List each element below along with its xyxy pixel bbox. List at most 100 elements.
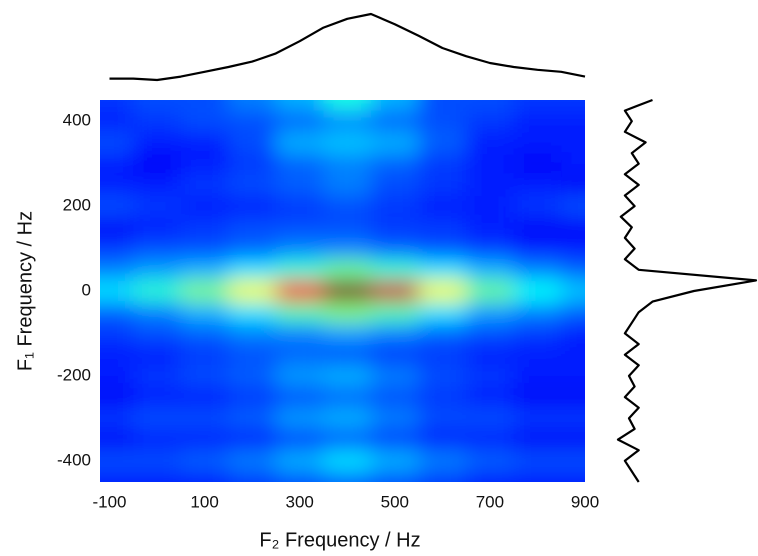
heatmap-cell [228, 100, 277, 112]
heatmap-cell [371, 153, 420, 175]
heatmap-cell [100, 153, 134, 175]
heatmap-cell [133, 195, 182, 218]
heatmap-cell [180, 110, 229, 133]
y-axis-label: F₁ Frequency / Hz [14, 211, 36, 371]
heatmap-cell [133, 344, 182, 366]
heatmap-cell [100, 100, 134, 112]
heatmap-cell [275, 428, 324, 451]
heatmap-cell [466, 280, 515, 303]
heatmap-cell [371, 100, 420, 112]
heatmap-cell [513, 386, 562, 409]
heatmap-cell [100, 216, 134, 239]
heatmap-cell [513, 195, 562, 218]
heatmap-cell [371, 237, 420, 260]
heatmap-cell [561, 195, 585, 218]
heatmap-cell [418, 407, 467, 430]
heatmap-cell [513, 471, 562, 482]
heatmap-cell [228, 386, 277, 409]
heatmap-cell [561, 174, 585, 196]
plot-area [100, 100, 585, 482]
heatmap-cell [180, 174, 229, 196]
heatmap-cell [228, 153, 277, 175]
heatmap-cell [323, 386, 372, 409]
heatmap-cell [561, 237, 585, 260]
heatmap-cell [275, 153, 324, 175]
heatmap-cell [513, 153, 562, 175]
heatmap-cell [466, 100, 515, 112]
heatmap-cell [418, 428, 467, 451]
heatmap-cell [466, 471, 515, 482]
heatmap-cell [418, 174, 467, 196]
heatmap-cell [561, 301, 585, 324]
heatmap-cell [100, 428, 134, 451]
heatmap-cell [275, 471, 324, 482]
heatmap-cell [466, 237, 515, 260]
heatmap-cell [275, 322, 324, 345]
heatmap-cell [513, 407, 562, 430]
heatmap-cell [180, 386, 229, 409]
x-tick-label: 500 [381, 492, 409, 511]
heatmap-cell [100, 450, 134, 472]
heatmap-cell [275, 344, 324, 366]
heatmap-cell [133, 100, 182, 112]
heatmap-cell [561, 322, 585, 345]
heatmap-cell [418, 344, 467, 366]
heatmap-cell [180, 216, 229, 239]
heatmap-cell [275, 365, 324, 387]
heatmap-cell [133, 259, 182, 281]
heatmap-cell [561, 450, 585, 472]
heatmap-cell [323, 237, 372, 260]
heatmap-cell [133, 365, 182, 387]
heatmap-cell [371, 365, 420, 387]
heatmap-cell [228, 237, 277, 260]
heatmap-cell [371, 450, 420, 472]
heatmap-cell [371, 216, 420, 239]
heatmap-cell [323, 471, 372, 482]
heatmap-cell [100, 237, 134, 260]
heatmap-cell [418, 153, 467, 175]
heatmap-cell [561, 131, 585, 154]
heatmap-cell [371, 386, 420, 409]
x-tick-label: 300 [286, 492, 314, 511]
heatmap-cell [418, 365, 467, 387]
heatmap-cell [513, 428, 562, 451]
heatmap-cell [466, 153, 515, 175]
heatmap-cell [466, 259, 515, 281]
heatmap-cell [228, 301, 277, 324]
heatmap-cell [275, 259, 324, 281]
heatmap-cell [133, 322, 182, 345]
heatmap-cell [228, 407, 277, 430]
heatmap-cell [133, 110, 182, 133]
heatmap-cell [561, 100, 585, 112]
heatmap-cell [228, 428, 277, 451]
heatmap-cell [323, 259, 372, 281]
heatmap-cell [561, 110, 585, 133]
heatmap-cell [100, 407, 134, 430]
heatmap-cell [180, 322, 229, 345]
heatmap-cell [275, 450, 324, 472]
heatmap-cell [513, 174, 562, 196]
heatmap-cell [275, 407, 324, 430]
heatmap-cell [275, 237, 324, 260]
heatmap-cell [228, 322, 277, 345]
heatmap-cell [418, 471, 467, 482]
heatmap-cell [133, 280, 182, 303]
heatmap-cell [513, 344, 562, 366]
heatmap-cell [100, 174, 134, 196]
heatmap-cell [228, 450, 277, 472]
y-tick-label: 0 [82, 280, 91, 299]
heatmap-cell [323, 174, 372, 196]
heatmap-cell [418, 195, 467, 218]
heatmap [100, 100, 585, 482]
heatmap-cell [418, 237, 467, 260]
heatmap-cell [133, 153, 182, 175]
heatmap-cell [466, 450, 515, 472]
heatmap-cell [180, 280, 229, 303]
heatmap-cell [133, 237, 182, 260]
heatmap-cell [323, 344, 372, 366]
heatmap-cell [100, 365, 134, 387]
heatmap-cell [100, 110, 134, 133]
heatmap-cell [561, 153, 585, 175]
heatmap-cell [513, 280, 562, 303]
